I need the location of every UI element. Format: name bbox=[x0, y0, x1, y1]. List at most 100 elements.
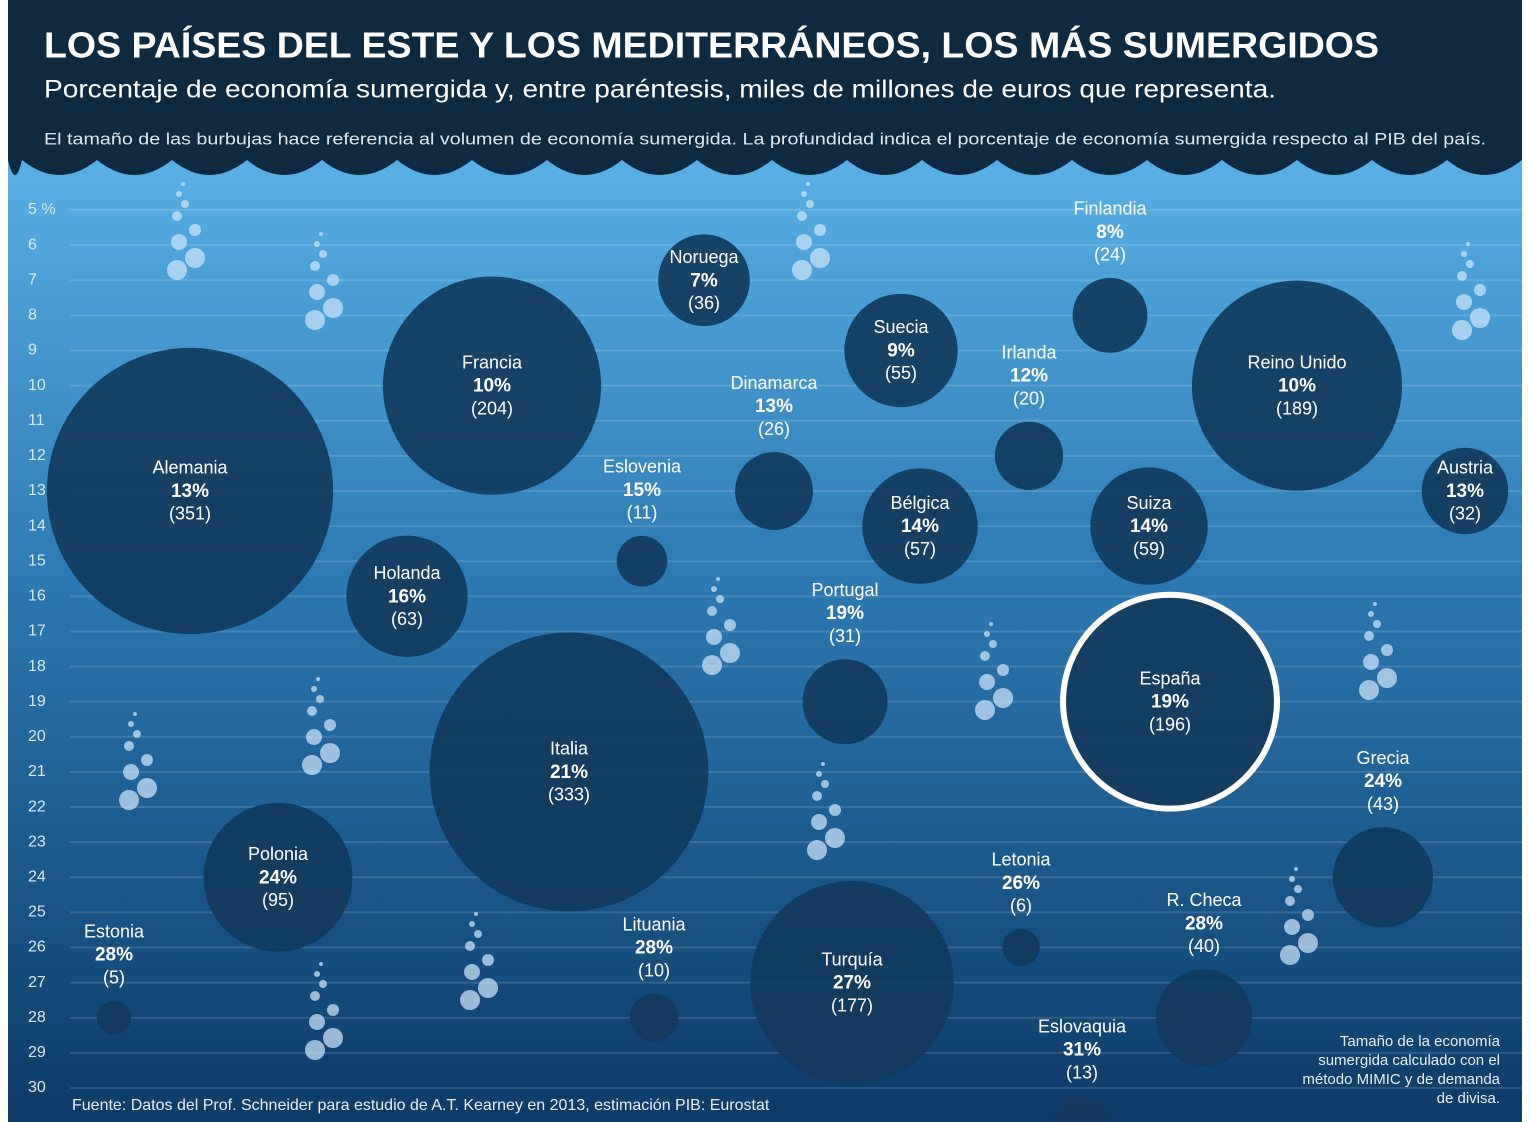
decor-bubble bbox=[465, 941, 475, 951]
size-note: Tamaño de la economía sumergida calculad… bbox=[1300, 1032, 1500, 1108]
decor-bubble bbox=[816, 771, 822, 777]
y-tick-label: 5 % bbox=[28, 201, 56, 218]
y-tick-label: 12 bbox=[28, 447, 46, 464]
decor-bubble bbox=[716, 595, 724, 603]
decor-bubble bbox=[807, 840, 827, 860]
bubble-volume: (40) bbox=[1188, 936, 1220, 956]
bubble-volume: (57) bbox=[904, 539, 936, 559]
bubble-percent: 16% bbox=[388, 586, 426, 607]
bubble-percent: 27% bbox=[833, 973, 871, 994]
decor-bubble bbox=[171, 234, 187, 250]
bubble-name: Polonia bbox=[248, 844, 309, 864]
bubble bbox=[995, 422, 1063, 490]
bubble-volume: (189) bbox=[1276, 398, 1318, 418]
bubble-volume: (63) bbox=[391, 609, 423, 629]
y-tick-label: 28 bbox=[28, 1009, 46, 1026]
bubble-name: Portugal bbox=[811, 580, 878, 600]
decor-bubble bbox=[979, 674, 995, 690]
decor-bubble bbox=[474, 930, 482, 938]
bubble-name: Suecia bbox=[873, 317, 929, 337]
decor-bubble bbox=[1466, 242, 1470, 246]
subtitle: Porcentaje de economía sumergida y, entr… bbox=[44, 76, 1276, 104]
decor-bubble bbox=[310, 991, 320, 1001]
decor-bubble bbox=[997, 664, 1009, 676]
decor-bubble bbox=[814, 224, 826, 236]
bubble-volume: (55) bbox=[885, 363, 917, 383]
decor-bubble bbox=[1280, 945, 1300, 965]
decor-bubble bbox=[181, 200, 189, 208]
decor-bubble bbox=[189, 224, 201, 236]
bubble-volume: (13) bbox=[1066, 1062, 1098, 1082]
decor-bubble bbox=[319, 250, 327, 258]
bubble-percent: 8% bbox=[1096, 222, 1124, 243]
decor-bubble bbox=[702, 655, 722, 675]
bubble-percent: 10% bbox=[1278, 376, 1316, 397]
y-tick-label: 30 bbox=[28, 1079, 46, 1096]
decor-bubble bbox=[305, 1040, 325, 1060]
decor-bubble bbox=[327, 274, 339, 286]
bubble-name: Austria bbox=[1437, 458, 1494, 478]
decor-bubble bbox=[309, 1014, 325, 1030]
bubble-volume: (31) bbox=[829, 626, 861, 646]
y-tick-label: 8 bbox=[28, 307, 37, 324]
decor-bubble bbox=[797, 211, 807, 221]
bubble-name: Italia bbox=[550, 739, 589, 759]
y-tick-label: 21 bbox=[28, 763, 46, 780]
decor-bubble bbox=[181, 182, 185, 186]
decor-bubble bbox=[975, 700, 995, 720]
title: LOS PAÍSES DEL ESTE Y LOS MEDITERRÁNEOS,… bbox=[44, 25, 1379, 66]
decor-bubble bbox=[133, 712, 137, 716]
decor-bubble bbox=[724, 619, 736, 631]
bubble-name: Holanda bbox=[373, 563, 441, 583]
bubble-volume: (10) bbox=[638, 960, 670, 980]
decor-bubble bbox=[327, 1004, 339, 1016]
y-tick-label: 22 bbox=[28, 798, 46, 815]
decor-bubble bbox=[141, 754, 153, 766]
decor-bubble bbox=[796, 234, 812, 250]
decor-bubble bbox=[1466, 260, 1474, 268]
decor-bubble bbox=[720, 643, 740, 663]
bubble-percent: 13% bbox=[1446, 481, 1484, 502]
bubble-volume: (177) bbox=[831, 995, 873, 1015]
decor-bubble bbox=[825, 828, 845, 848]
decor-bubble bbox=[1474, 284, 1486, 296]
bubble bbox=[1073, 278, 1148, 353]
bubble-percent: 24% bbox=[259, 867, 297, 888]
bubble-volume: (24) bbox=[1094, 245, 1126, 265]
bubble-percent: 10% bbox=[473, 376, 511, 397]
decor-bubble bbox=[1457, 271, 1467, 281]
decor-bubble bbox=[316, 695, 324, 703]
decor-bubble bbox=[1298, 933, 1318, 953]
bubble-name: Reino Unido bbox=[1247, 352, 1346, 372]
decor-bubble bbox=[1364, 631, 1374, 641]
decor-bubble bbox=[469, 921, 475, 927]
bubble-percent: 7% bbox=[690, 270, 718, 291]
bubble-percent: 12% bbox=[1010, 366, 1048, 387]
y-tick-label: 6 bbox=[28, 236, 37, 253]
y-tick-label: 24 bbox=[28, 868, 46, 885]
bubble bbox=[802, 659, 887, 744]
decor-bubble bbox=[707, 606, 717, 616]
decor-bubble bbox=[984, 631, 990, 637]
bubble-volume: (36) bbox=[688, 293, 720, 313]
y-tick-label: 14 bbox=[28, 517, 46, 534]
bubble bbox=[1002, 929, 1039, 966]
infographic: LOS PAÍSES DEL ESTE Y LOS MEDITERRÁNEOS,… bbox=[0, 0, 1530, 1122]
decor-bubble bbox=[811, 814, 827, 830]
bubble-percent: 9% bbox=[887, 340, 915, 361]
decor-bubble bbox=[176, 191, 182, 197]
bubble-volume: (204) bbox=[471, 398, 513, 418]
decor-bubble bbox=[128, 721, 134, 727]
y-tick-label: 19 bbox=[28, 693, 46, 710]
decor-bubble bbox=[172, 211, 182, 221]
decor-bubble bbox=[137, 778, 157, 798]
decor-bubble bbox=[319, 962, 323, 966]
decor-bubble bbox=[1284, 919, 1300, 935]
decor-bubble bbox=[474, 912, 478, 916]
decor-bubble bbox=[133, 730, 141, 738]
bubble-percent: 31% bbox=[1063, 1040, 1101, 1061]
y-tick-label: 27 bbox=[28, 974, 46, 991]
decor-bubble bbox=[1381, 644, 1393, 656]
bubble-name: Suiza bbox=[1126, 493, 1172, 513]
bubble-name: R. Checa bbox=[1166, 890, 1242, 910]
